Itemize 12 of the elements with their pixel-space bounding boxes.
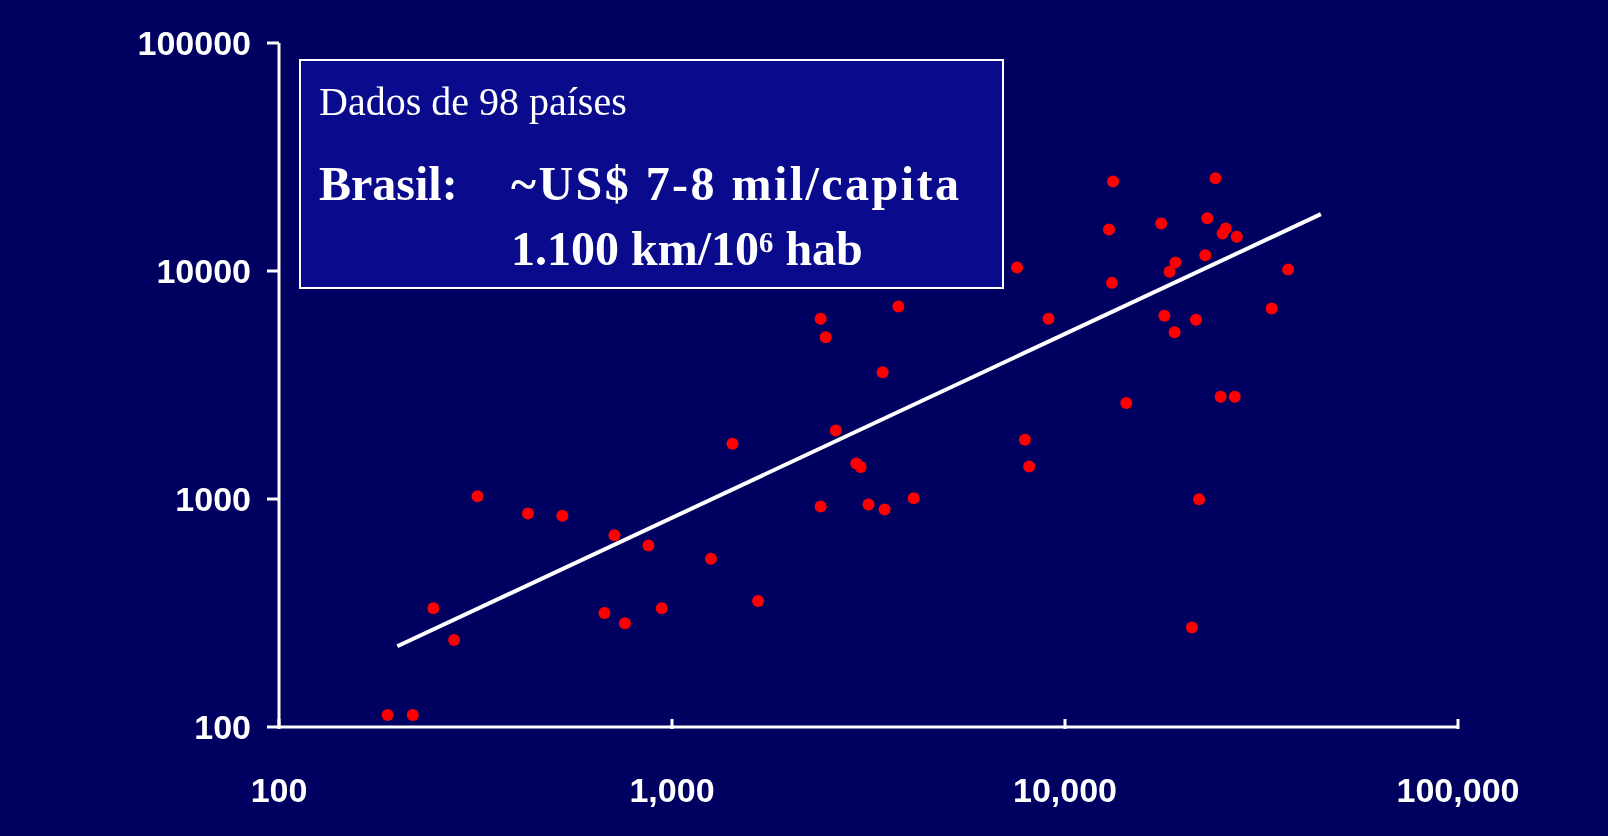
x-tick-label: 100 xyxy=(250,771,308,809)
annotation: Dados de 98 países xyxy=(319,79,627,124)
y-tick-label: 100 xyxy=(194,707,251,746)
y-tick-label: 100000 xyxy=(137,23,251,62)
y-tick-label: 10000 xyxy=(156,251,251,290)
x-tick-label: 100,000 xyxy=(1396,771,1520,809)
x-tick-label: 1,000 xyxy=(629,771,715,809)
annotation: 1.100 km/10⁶ hab xyxy=(511,222,863,275)
annotation: ~US$ 7-8 mil/capita xyxy=(511,157,959,210)
y-tick-label: 1000 xyxy=(175,479,251,518)
annotation: Brasil: xyxy=(319,157,458,210)
x-tick-label: 10,000 xyxy=(1013,771,1117,809)
